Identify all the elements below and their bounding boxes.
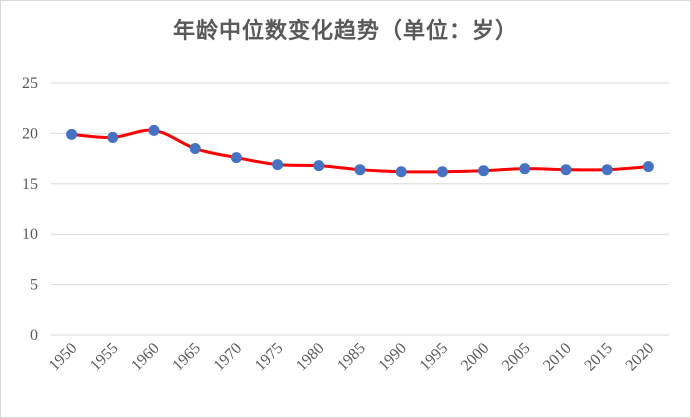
x-tick-label: 1975	[252, 340, 287, 375]
x-tick-label: 1990	[375, 340, 410, 375]
x-tick-label: 1970	[211, 340, 246, 375]
data-point-1975	[272, 159, 284, 171]
y-tick-label: 5	[30, 277, 38, 294]
x-axis-ticks: 1950 1955 1960 1965 1970 1975 1980 1985 1990 1995…	[46, 340, 657, 375]
x-tick-label: 1965	[169, 340, 204, 375]
x-tick-label: 2005	[499, 340, 534, 375]
data-point-1985	[354, 164, 366, 176]
x-tick-label: 1980	[293, 340, 328, 375]
data-point-1960	[148, 124, 160, 136]
y-tick-label: 25	[22, 75, 38, 92]
data-point-2000	[478, 165, 490, 177]
data-point-1995	[436, 166, 448, 178]
data-point-1970	[230, 152, 242, 164]
x-tick-label: 1995	[417, 340, 452, 375]
x-tick-label: 1955	[87, 340, 122, 375]
data-point-2020	[642, 161, 654, 173]
data-point-1950	[66, 128, 78, 140]
gridlines	[51, 82, 669, 336]
x-tick-label: 2010	[540, 340, 575, 375]
y-tick-label: 20	[22, 125, 38, 142]
data-point-2010	[560, 164, 572, 176]
x-tick-label: 2020	[623, 340, 658, 375]
y-tick-label: 0	[30, 327, 38, 344]
x-tick-label: 1985	[334, 340, 369, 375]
chart-title: 年龄中位数变化趋势（单位：岁）	[172, 18, 518, 44]
x-tick-label: 1960	[128, 340, 163, 375]
x-tick-label: 1950	[46, 340, 81, 375]
y-tick-label: 10	[22, 226, 38, 243]
x-tick-label: 2015	[581, 340, 616, 375]
data-point-1980	[313, 160, 325, 172]
x-tick-label: 2000	[458, 340, 493, 375]
y-axis-ticks: 0 5 10 15 20 25	[22, 75, 38, 344]
markers-layer	[66, 124, 654, 178]
data-point-1965	[189, 143, 201, 155]
data-point-1955	[107, 131, 119, 143]
data-point-1990	[395, 166, 407, 178]
y-tick-label: 15	[22, 176, 38, 193]
data-point-2005	[519, 163, 531, 175]
data-point-2015	[601, 164, 613, 176]
